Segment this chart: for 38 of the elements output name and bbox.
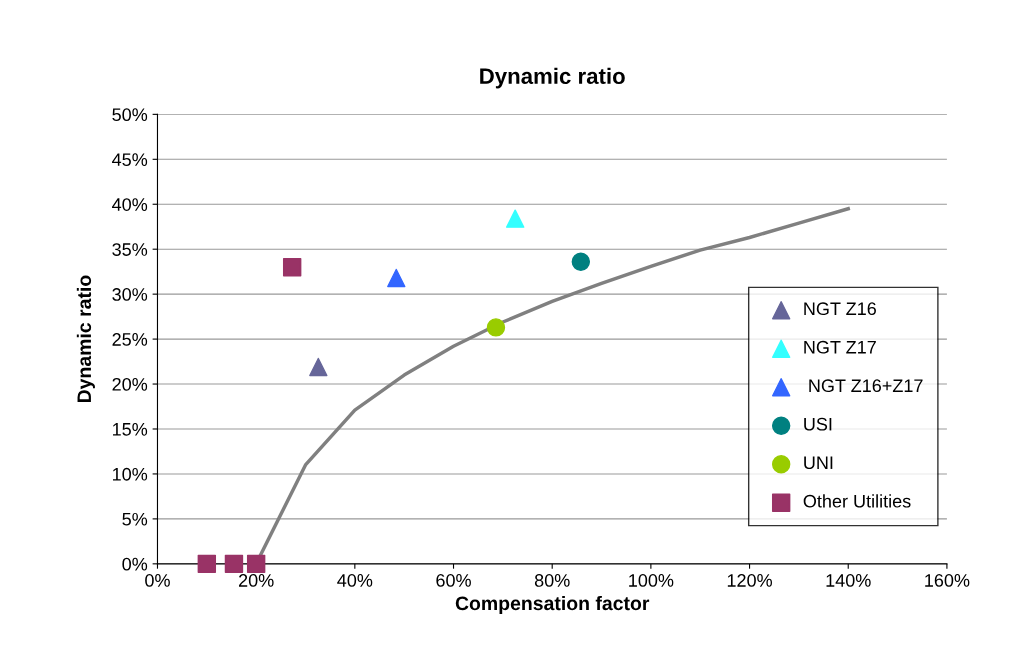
x-tick-label: 0%	[145, 574, 170, 587]
y-tick-label: 10%	[113, 467, 148, 481]
point	[246, 554, 266, 574]
y-tick-label: 45%	[112, 153, 148, 167]
y-tick-label: 15%	[113, 423, 148, 436]
legend-label: NGT Z17	[804, 340, 876, 354]
x-tick-label: 20%	[239, 574, 274, 587]
x-tick-label: 120%	[727, 574, 772, 587]
point	[224, 554, 244, 574]
y-tick-label: 25%	[112, 333, 148, 346]
y-tick-label: 50%	[112, 108, 148, 122]
legend-label: NGT Z16+Z17	[809, 379, 923, 393]
x-tick-label: 60%	[436, 574, 471, 587]
point	[282, 257, 302, 277]
legend-label: UNI	[804, 456, 833, 470]
chart-title: Dynamic ratio	[480, 67, 625, 89]
legend-label: NGT Z16	[804, 302, 876, 316]
x-tick-label: 40%	[337, 574, 373, 587]
y-tick-label: 0%	[122, 557, 148, 571]
legend-label: USI	[804, 417, 832, 431]
point	[486, 318, 506, 337]
x-tick-label: 140%	[826, 574, 871, 587]
y-tick-label: 5%	[122, 512, 148, 526]
x-tick-label: 160%	[925, 574, 970, 587]
legend-label: Other Utilities	[803, 494, 911, 508]
y-axis-title: Dynamic ratio	[76, 275, 95, 403]
x-tick-label: 100%	[629, 574, 674, 587]
point	[571, 252, 591, 271]
y-tick-label: 40%	[112, 198, 148, 211]
y-tick-label: 20%	[112, 377, 148, 391]
point	[309, 357, 328, 377]
y-tick-label: 30%	[112, 288, 148, 301]
point	[197, 554, 217, 574]
point	[505, 209, 525, 228]
x-tick-label: 80%	[534, 574, 570, 587]
x-axis-title: Compensation factor	[455, 595, 650, 615]
point	[387, 268, 406, 288]
y-tick-label: 35%	[112, 243, 148, 256]
